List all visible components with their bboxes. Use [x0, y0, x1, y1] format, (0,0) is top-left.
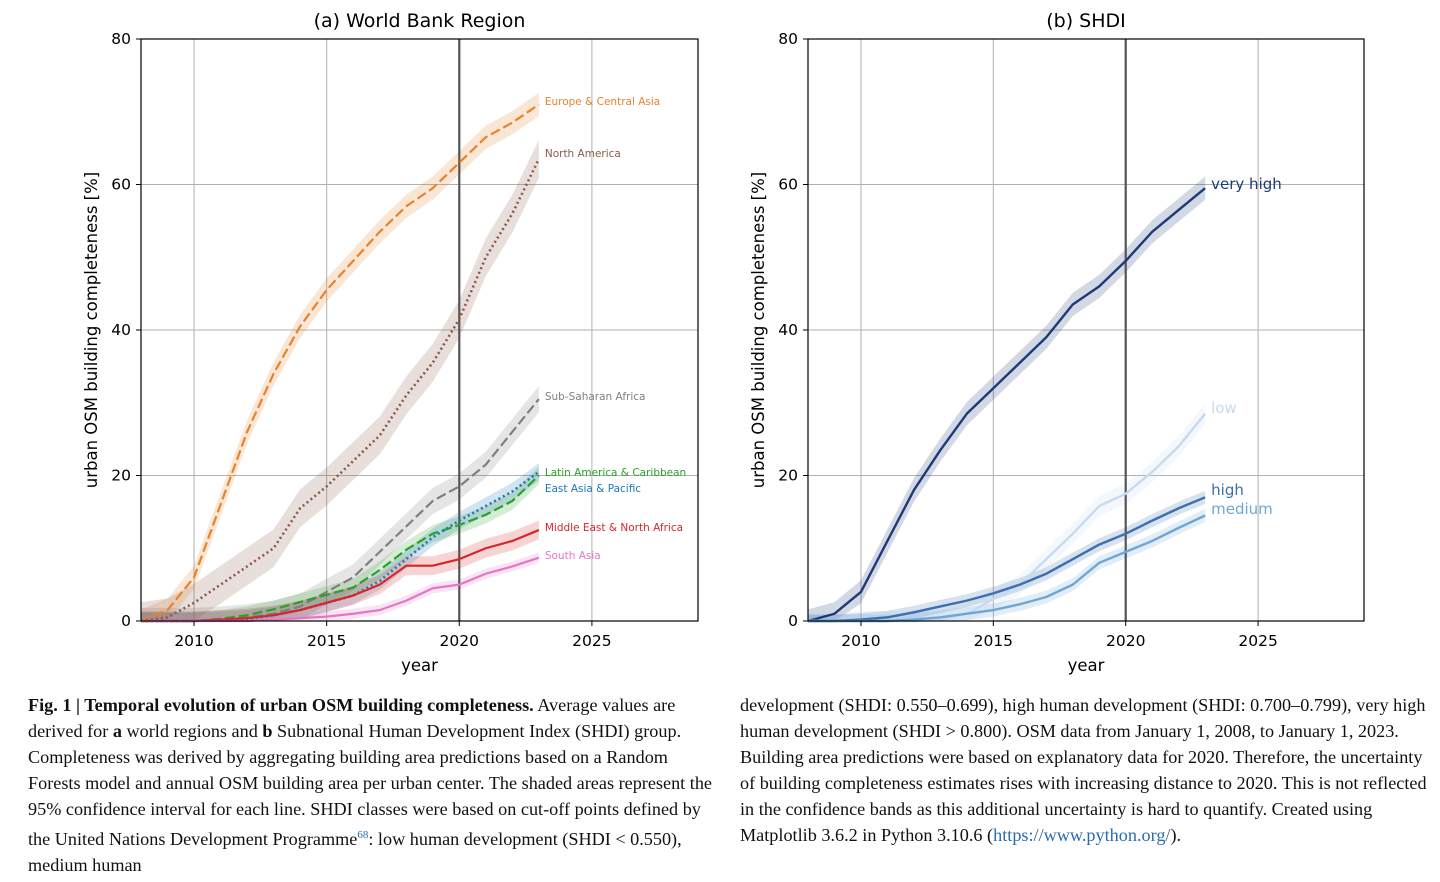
tick-label-x: 2010 [841, 632, 880, 650]
tick-label-y: 80 [111, 30, 131, 48]
python-link[interactable]: https://www.python.org/ [993, 825, 1171, 845]
series-label-sub-saharan-africa: Sub-Saharan Africa [545, 391, 646, 403]
caption-left: Fig. 1 | Temporal evolution of urban OSM… [28, 695, 712, 876]
x-axis-label: year [1068, 656, 1105, 675]
figure-charts: Europe & Central Asia North America Sub-Sa… [82, 10, 1365, 675]
ci-band-high [808, 490, 1206, 621]
tick-label-y: 40 [111, 321, 131, 339]
series-label-latin-america-caribbean: Latin America & Caribbean [545, 467, 686, 479]
caption-fig-label: Fig. 1 | Temporal evolution of urban OSM… [28, 695, 534, 715]
ci-band-middle-east-north-africa [141, 520, 539, 621]
series-label-middle-east-north-africa: Middle East & North Africa [545, 522, 683, 534]
series-label-medium: medium [1211, 500, 1273, 518]
tick-label-y: 0 [121, 612, 131, 630]
tick-label-y: 40 [778, 321, 798, 339]
y-axis-label: urban OSM building completeness [%] [749, 172, 768, 488]
y-axis-label: urban OSM building completeness [%] [82, 172, 101, 488]
caption-right: development (SHDI: 0.550–0.699), high hu… [740, 695, 1427, 845]
series-line-high [808, 496, 1206, 623]
tick-label-x: 2015 [307, 632, 346, 650]
series-label-south-asia: South Asia [545, 550, 601, 562]
series-label-europe-central-asia: Europe & Central Asia [545, 96, 660, 108]
tick-label-x: 2010 [174, 632, 213, 650]
tick-label-y: 80 [778, 30, 798, 48]
series-label-east-asia-pacific: East Asia & Pacific [545, 483, 641, 495]
chart-panel-a: Europe & Central Asia North America Sub-Sa… [82, 10, 699, 675]
tick-label-y: 20 [111, 467, 131, 485]
series-label-north-america: North America [545, 148, 621, 160]
series-line-sub-saharan-africa [141, 398, 540, 623]
series-line-europe-central-asia [140, 103, 540, 623]
chart-title: (a) World Bank Region [314, 10, 526, 32]
series-line-latin-america-caribbean [141, 474, 540, 623]
ci-band-very-high [808, 176, 1206, 621]
series-label-high: high [1211, 481, 1244, 499]
chart-title: (b) SHDI [1046, 10, 1126, 32]
x-axis-label: year [401, 656, 438, 675]
tick-label-y: 60 [778, 176, 798, 194]
tick-label-x: 2020 [1106, 632, 1145, 650]
tick-label-y: 60 [111, 176, 131, 194]
tick-label-y: 0 [788, 612, 798, 630]
tick-label-x: 2015 [974, 632, 1013, 650]
series-line-very-high [807, 187, 1206, 623]
tick-label-x: 2025 [572, 632, 611, 650]
series-label-very-high: very high [1211, 175, 1282, 193]
reference-superscript[interactable]: 68 [357, 829, 369, 841]
ci-band-sub-saharan-africa [141, 386, 539, 621]
tick-label-x: 2020 [440, 632, 479, 650]
tick-label-x: 2025 [1238, 632, 1277, 650]
tick-label-y: 20 [778, 467, 798, 485]
series-label-low: low [1211, 399, 1237, 417]
